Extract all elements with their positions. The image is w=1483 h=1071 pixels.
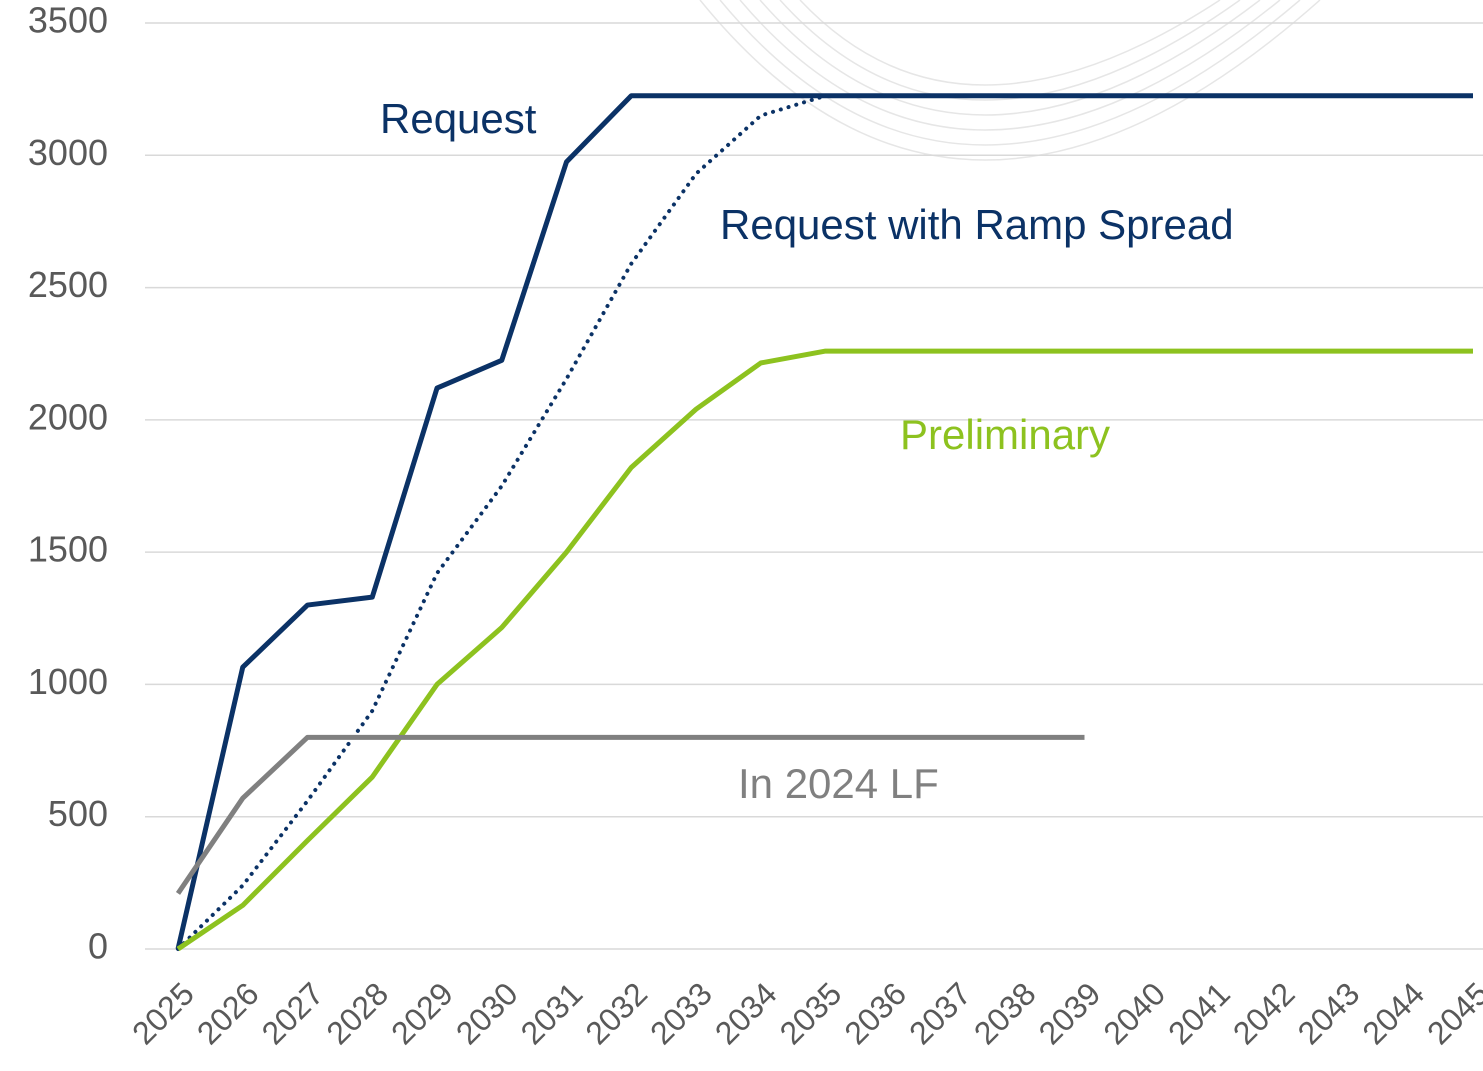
series-label: Preliminary xyxy=(900,411,1110,458)
series-line xyxy=(176,348,1473,952)
x-tick-label: 2027 xyxy=(255,975,331,1051)
x-tick-label: 2045 xyxy=(1420,975,1483,1051)
background-decoration xyxy=(699,0,1321,161)
x-tick-label: 2041 xyxy=(1161,975,1237,1051)
x-tick-label: 2025 xyxy=(125,975,201,1051)
series-label: Request with Ramp Spread xyxy=(720,201,1234,248)
x-tick-label: 2037 xyxy=(902,975,978,1051)
y-tick-label: 1500 xyxy=(28,529,108,570)
x-tick-label: 2028 xyxy=(319,975,395,1051)
x-tick-label: 2038 xyxy=(967,975,1043,1051)
x-tick-label: 2039 xyxy=(1032,975,1108,1051)
x-tick-label: 2030 xyxy=(449,975,525,1051)
y-tick-label: 3500 xyxy=(28,0,108,41)
y-tick-label: 1000 xyxy=(28,661,108,702)
x-tick-label: 2034 xyxy=(708,975,784,1051)
x-tick-label: 2026 xyxy=(190,975,266,1051)
y-tick-label: 0 xyxy=(88,926,108,967)
x-tick-label: 2029 xyxy=(384,975,460,1051)
x-tick-label: 2033 xyxy=(643,975,719,1051)
x-tick-label: 2044 xyxy=(1355,975,1431,1051)
y-tick-label: 500 xyxy=(48,793,108,834)
x-tick-label: 2040 xyxy=(1096,975,1172,1051)
series-line xyxy=(176,93,1475,951)
x-tick-label: 2031 xyxy=(514,975,590,1051)
y-tick-label: 2000 xyxy=(28,396,108,437)
x-tick-label: 2032 xyxy=(578,975,654,1051)
x-tick-label: 2035 xyxy=(773,975,849,1051)
x-tick-label: 2036 xyxy=(837,975,913,1051)
x-tick-label: 2043 xyxy=(1291,975,1367,1051)
x-tick-label: 2042 xyxy=(1226,975,1302,1051)
y-tick-label: 3000 xyxy=(28,132,108,173)
series-line xyxy=(175,734,1085,895)
series-label: Request xyxy=(380,95,537,142)
series-label: In 2024 LF xyxy=(738,760,939,807)
y-tick-label: 2500 xyxy=(28,264,108,305)
